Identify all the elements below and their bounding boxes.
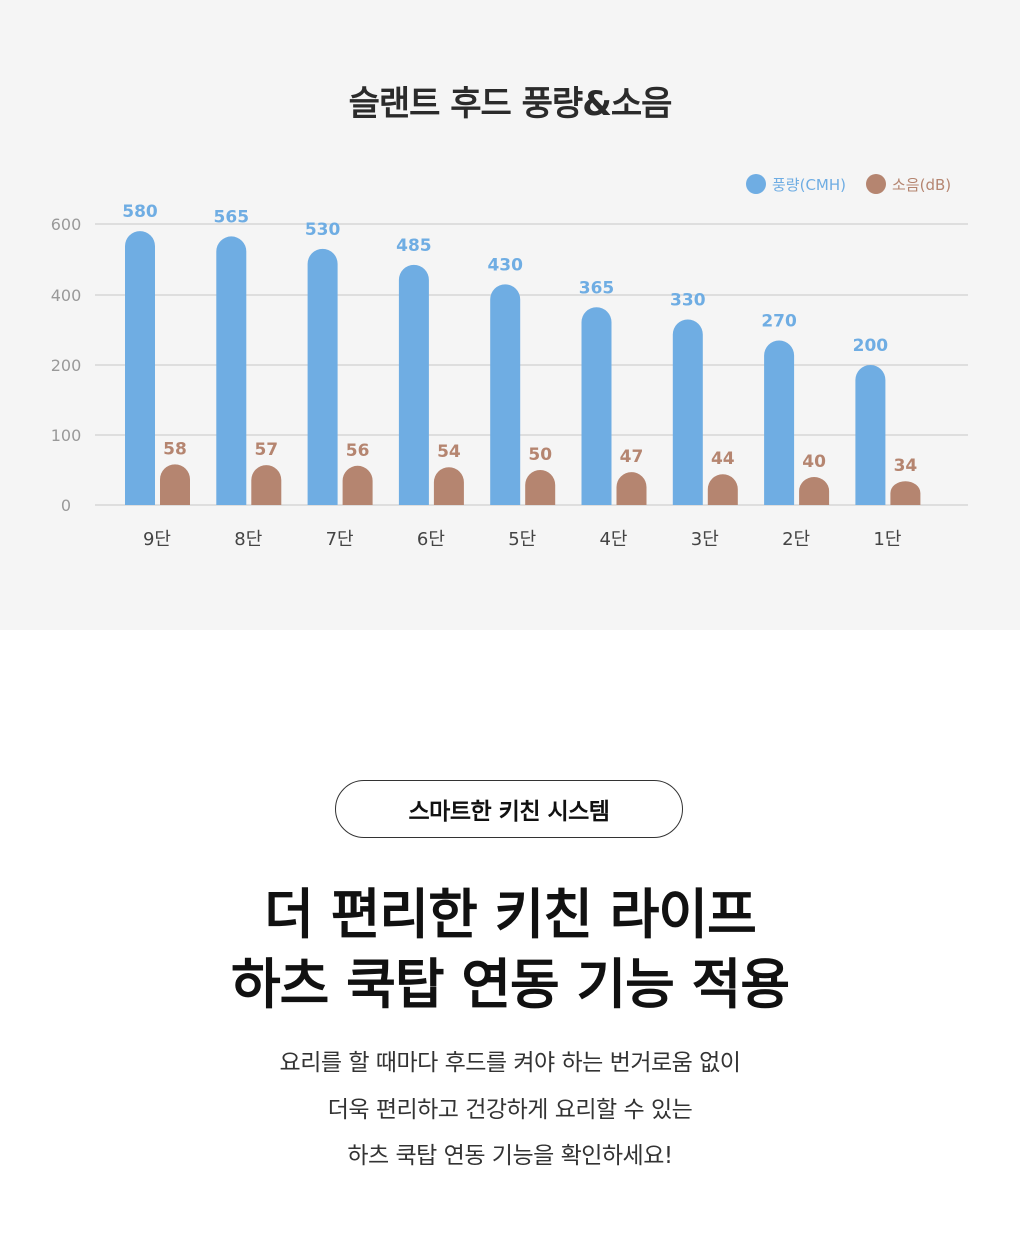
data-label-airflow: 530 [305, 220, 341, 240]
data-label-noise: 44 [711, 449, 735, 469]
legend-marker-noise [866, 174, 886, 194]
data-label-noise: 58 [163, 439, 187, 459]
x-tick-label: 9단 [143, 529, 171, 550]
data-label-noise: 40 [802, 452, 826, 472]
bar-noise [890, 481, 921, 505]
bar-noise [707, 474, 738, 505]
bar-airflow [398, 264, 429, 505]
data-label-airflow: 200 [853, 336, 889, 356]
data-label-noise: 57 [254, 440, 278, 460]
bar-airflow [855, 365, 886, 505]
data-label-noise: 54 [437, 442, 461, 462]
legend-label-noise: 소음(dB) [892, 176, 951, 194]
bar-noise [251, 465, 282, 505]
y-tick-label: 600 [51, 215, 82, 234]
data-label-airflow: 330 [670, 291, 706, 311]
bar-airflow [216, 236, 247, 506]
bar-airflow [125, 231, 155, 505]
bar-noise [433, 467, 464, 505]
bar-airflow [581, 307, 612, 505]
feature-section: 스마트한 키친 시스템 더 편리한 키친 라이프 하츠 쿡탑 연동 기능 적용 … [0, 630, 1020, 1246]
data-label-noise: 47 [620, 447, 644, 467]
data-label-noise: 56 [346, 441, 370, 461]
headline-line-1: 더 편리한 키친 라이프 [264, 883, 757, 946]
data-label-airflow: 365 [579, 278, 615, 298]
legend-label-airflow: 풍량(CMH) [772, 176, 846, 194]
bar-airflow [672, 319, 703, 505]
data-label-airflow: 270 [761, 312, 797, 332]
data-label-airflow: 580 [122, 202, 158, 222]
chart-title: 슬랜트 후드 풍량&소음 [348, 84, 673, 124]
x-tick-label: 8단 [234, 529, 262, 550]
description-line-1: 요리를 할 때마다 후드를 켜야 하는 번거로움 없이 [279, 1050, 741, 1076]
x-tick-label: 4단 [599, 529, 627, 550]
bar-noise [342, 465, 373, 505]
y-tick-label: 100 [51, 426, 82, 445]
data-label-airflow: 485 [396, 236, 432, 256]
feature-badge: 스마트한 키친 시스템 [335, 780, 683, 838]
x-tick-label: 5단 [508, 529, 536, 550]
headline-line-2: 하츠 쿡탑 연동 기능 적용 [231, 953, 790, 1016]
description-line-3: 하츠 쿡탑 연동 기능을 확인하세요! [347, 1143, 673, 1169]
x-tick-label: 7단 [326, 529, 354, 550]
y-tick-label: 0 [61, 496, 71, 515]
bar-chart: 600 400 200 100 0 580 58 9단 565 57 8단 530 56 7단 485 54 6… [51, 174, 968, 550]
data-label-airflow: 430 [487, 255, 523, 275]
bar-noise [799, 477, 830, 505]
data-label-airflow: 565 [214, 207, 250, 227]
bar-noise [616, 472, 647, 505]
bar-noise [160, 464, 190, 505]
data-label-noise: 50 [528, 445, 552, 465]
x-tick-label: 1단 [873, 529, 901, 550]
bar-airflow [307, 248, 338, 505]
y-tick-label: 200 [51, 356, 82, 375]
x-tick-label: 2단 [782, 529, 810, 550]
bar-airflow [490, 284, 521, 505]
x-tick-label: 3단 [691, 529, 719, 550]
bar-airflow [764, 340, 795, 505]
x-tick-label: 6단 [417, 529, 445, 550]
bar-noise [525, 470, 556, 505]
data-label-noise: 34 [894, 456, 918, 476]
chart-section: 슬랜트 후드 풍량&소음 600 400 200 100 0 580 58 9단 565 57 8단… [50, 84, 968, 550]
legend-marker-airflow [746, 174, 766, 194]
y-tick-label: 400 [51, 286, 82, 305]
description-line-2: 더욱 편리하고 건강하게 요리할 수 있는 [327, 1097, 693, 1123]
